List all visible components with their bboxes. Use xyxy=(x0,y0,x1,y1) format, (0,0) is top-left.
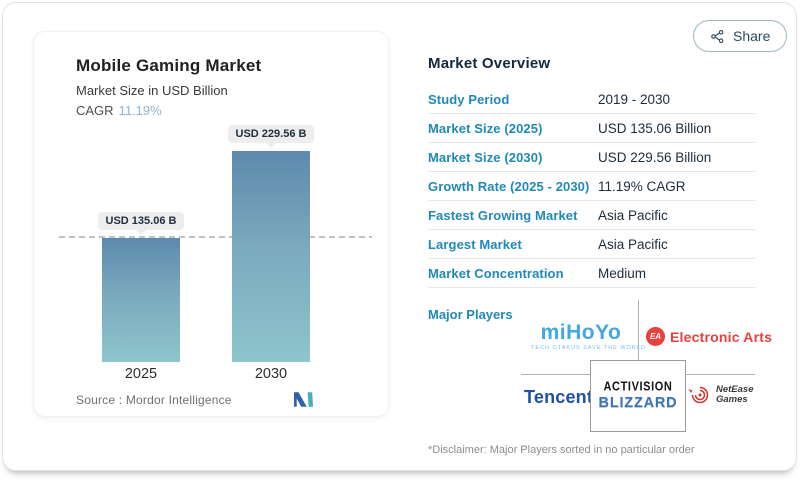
netease-swirl-icon xyxy=(688,386,709,404)
major-players-label: Major Players xyxy=(428,307,513,322)
table-row: Market Size (2030) USD 229.56 Billion xyxy=(428,143,755,172)
x-axis-label-2025: 2025 xyxy=(124,366,158,382)
tencent-logo[interactable]: Tencent xyxy=(524,387,594,407)
source-text: Source : Mordor Intelligence xyxy=(76,392,232,407)
table-row: Market Concentration Medium xyxy=(428,259,755,288)
table-row: Study Period 2019 - 2030 xyxy=(428,85,755,114)
bar-2030[interactable] xyxy=(232,151,310,362)
ea-wordmark: Electronic Arts xyxy=(670,328,773,345)
source-row: Source : Mordor Intelligence xyxy=(76,392,314,407)
grid-divider-horizontal-right xyxy=(686,374,755,375)
table-row: Largest Market Asia Pacific xyxy=(428,230,755,259)
netease-line2: Games xyxy=(716,394,748,405)
netease-logo[interactable]: NetEase Games xyxy=(688,383,754,407)
chart-subtitle: Market Size in USD Billion xyxy=(76,83,228,98)
row-value: USD 135.06 Billion xyxy=(598,120,712,136)
activision-wordmark: ACTIVISION xyxy=(603,380,673,394)
cagr-line: CAGR 11.19% xyxy=(76,103,261,118)
disclaimer-text: *Disclaimer: Major Players sorted in no … xyxy=(428,444,695,456)
blizzard-wordmark: BLIZZARD xyxy=(598,395,678,411)
row-value: USD 229.56 Billion xyxy=(598,149,712,165)
table-row: Market Size (2025) USD 135.06 Billion xyxy=(428,114,755,143)
bar-chart: USD 135.06 B USD 229.56 B xyxy=(34,122,390,362)
row-value: 11.19% CAGR xyxy=(598,178,686,194)
row-label: Market Size (2025) xyxy=(428,120,543,136)
cagr-value: 11.19% xyxy=(118,103,162,118)
label-pointer xyxy=(266,143,276,148)
chart-title: Mobile Gaming Market xyxy=(76,56,262,75)
mihoyo-logo[interactable]: miHoYo TECH OTAKUS SAVE THE WORLD xyxy=(531,321,646,351)
electronic-arts-logo[interactable]: EA Electronic Arts xyxy=(646,327,772,346)
row-value: Medium xyxy=(598,265,647,281)
bar-value-label: USD 229.56 B xyxy=(227,125,315,143)
label-pointer xyxy=(136,230,146,235)
mihoyo-wordmark: miHoYo xyxy=(540,321,622,344)
overview-title: Market Overview xyxy=(428,55,551,72)
row-label: Study Period xyxy=(428,91,510,107)
row-label: Largest Market xyxy=(428,236,522,252)
activision-blizzard-logo[interactable]: ACTIVISION BLIZZARD xyxy=(590,360,686,432)
table-row: Growth Rate (2025 - 2030) 11.19% CAGR xyxy=(428,172,755,201)
share-icon xyxy=(711,29,724,43)
share-label: Share xyxy=(733,28,771,44)
bar-group-2030: USD 229.56 B xyxy=(227,125,315,362)
bar-value-label: USD 135.06 B xyxy=(97,212,185,230)
chart-card: Mobile Gaming Market Market Size in USD … xyxy=(33,31,389,417)
grid-divider-vertical xyxy=(638,300,639,360)
mordor-intelligence-logo xyxy=(293,392,313,407)
market-overview-panel: Market Overview Study Period 2019 - 2030… xyxy=(428,49,772,461)
chart-header: Mobile Gaming Market Market Size in USD … xyxy=(76,56,261,118)
netease-line1: NetEase xyxy=(716,384,754,395)
grid-divider-horizontal-left xyxy=(521,374,590,375)
table-row: Fastest Growing Market Asia Pacific xyxy=(428,201,755,230)
cagr-label: CAGR xyxy=(76,103,114,118)
row-value: Asia Pacific xyxy=(598,207,668,223)
mihoyo-tagline: TECH OTAKUS SAVE THE WORLD xyxy=(531,345,646,351)
reference-line xyxy=(59,236,372,238)
row-value: 2019 - 2030 xyxy=(598,91,671,107)
share-button[interactable]: Share xyxy=(693,20,788,52)
report-card: Share Mobile Gaming Market Market Size i… xyxy=(2,2,797,471)
major-players-grid: Major Players miHoYo TECH OTAKUS SAVE TH… xyxy=(428,299,772,444)
netease-wordmark: NetEase Games xyxy=(716,385,754,405)
bar-group-2025: USD 135.06 B xyxy=(97,212,185,362)
row-label: Fastest Growing Market xyxy=(428,207,578,223)
row-label: Market Size (2030) xyxy=(428,149,543,165)
x-axis-label-2030: 2030 xyxy=(254,366,288,382)
ea-monogram-icon: EA xyxy=(646,327,665,346)
bar-2025[interactable] xyxy=(102,238,180,362)
row-label: Growth Rate (2025 - 2030) xyxy=(428,178,590,194)
row-value: Asia Pacific xyxy=(598,236,668,252)
row-label: Market Concentration xyxy=(428,265,564,281)
